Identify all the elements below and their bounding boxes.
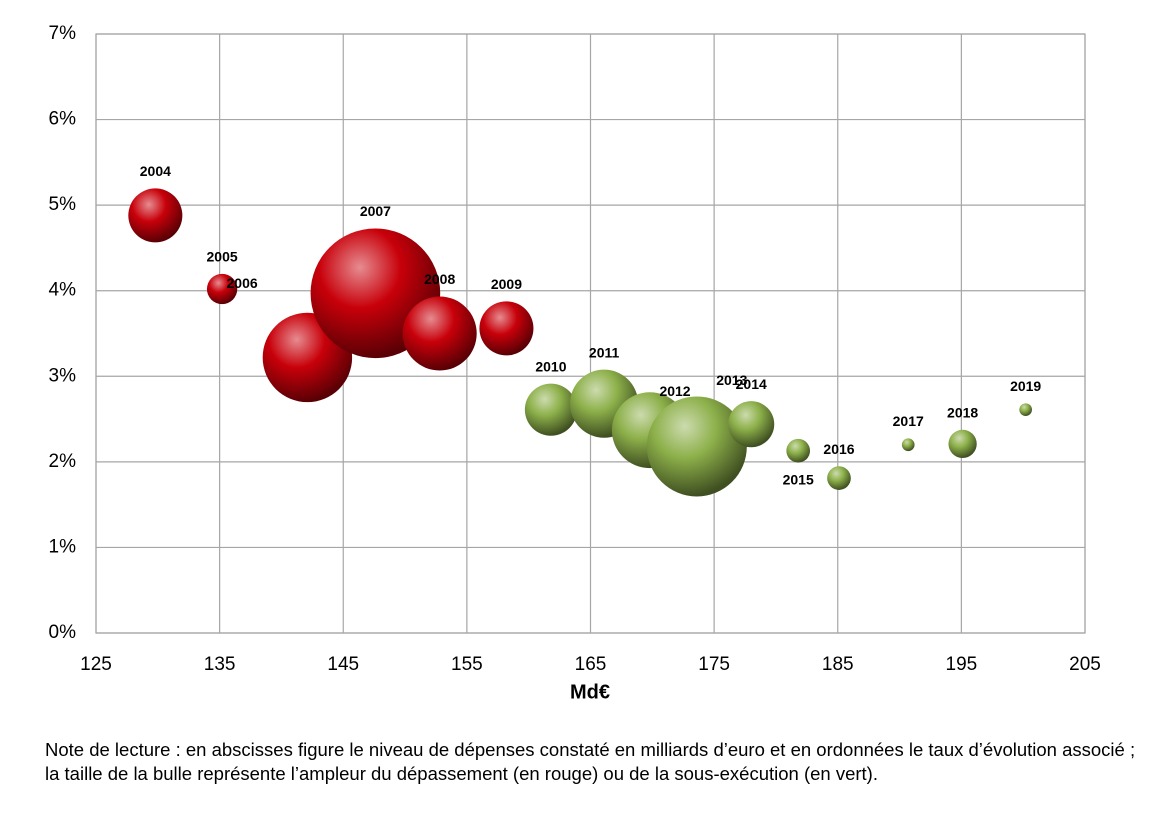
bubble-label: 2005 bbox=[207, 249, 238, 265]
bubble-label: 2013 bbox=[716, 372, 747, 388]
bubble bbox=[948, 429, 977, 459]
y-tick-label: 3% bbox=[49, 365, 77, 386]
bubble bbox=[479, 301, 534, 356]
x-tick-label: 155 bbox=[451, 654, 483, 675]
bubble-label: 2010 bbox=[535, 358, 566, 374]
bubble-label: 2008 bbox=[424, 271, 455, 287]
bubble-label: 2017 bbox=[893, 413, 924, 429]
bubble-label: 2011 bbox=[589, 344, 620, 360]
bubble bbox=[786, 438, 811, 463]
chart: Md€ 0% 1% 2% 3% 4% 5% 6% 7% 125 135 145 155 165 175 18… bbox=[49, 23, 1101, 703]
x-tick-label: 135 bbox=[204, 654, 236, 675]
bubble-label: 2012 bbox=[659, 383, 690, 399]
bubble-label: 2018 bbox=[947, 404, 978, 420]
plot-border bbox=[95, 33, 1086, 634]
note: Note de lecture : en abscisses figure le… bbox=[45, 739, 1136, 784]
bubble bbox=[402, 296, 477, 371]
x-tick-label: 195 bbox=[946, 654, 978, 675]
bubble-label: 2007 bbox=[360, 203, 391, 219]
x-tick-label: 205 bbox=[1069, 654, 1101, 675]
y-tick-label: 7% bbox=[49, 23, 77, 44]
y-tick-label: 2% bbox=[49, 451, 77, 472]
x-axis-label: Md€ bbox=[570, 681, 610, 703]
bubble bbox=[524, 383, 578, 436]
bubble-label: 2006 bbox=[227, 275, 258, 291]
bubble-label: 2014 bbox=[736, 376, 767, 392]
y-tick-label: 4% bbox=[49, 280, 77, 301]
bubble-label: 2015 bbox=[783, 471, 814, 487]
y-tick-label: 5% bbox=[49, 194, 77, 215]
x-tick-label: 185 bbox=[822, 654, 854, 675]
bubble bbox=[1019, 403, 1032, 416]
y-tick-label: 6% bbox=[49, 109, 77, 130]
bubble-label: 2004 bbox=[140, 163, 171, 179]
bubble bbox=[901, 438, 915, 452]
bubble-label: 2009 bbox=[491, 276, 522, 292]
x-tick-label: 175 bbox=[698, 654, 730, 675]
bubble bbox=[128, 188, 183, 243]
bubble-label: 2019 bbox=[1010, 378, 1041, 394]
x-tick-label: 165 bbox=[575, 654, 607, 675]
bubble bbox=[728, 401, 775, 448]
bubble bbox=[827, 466, 851, 490]
y-tick-label: 0% bbox=[49, 622, 77, 643]
y-tick-label: 1% bbox=[49, 536, 77, 557]
bubble bbox=[206, 273, 238, 305]
x-tick-label: 125 bbox=[80, 654, 112, 675]
bubble bbox=[646, 396, 747, 497]
bubble-label: 2016 bbox=[823, 441, 854, 457]
x-tick-label: 145 bbox=[327, 654, 359, 675]
